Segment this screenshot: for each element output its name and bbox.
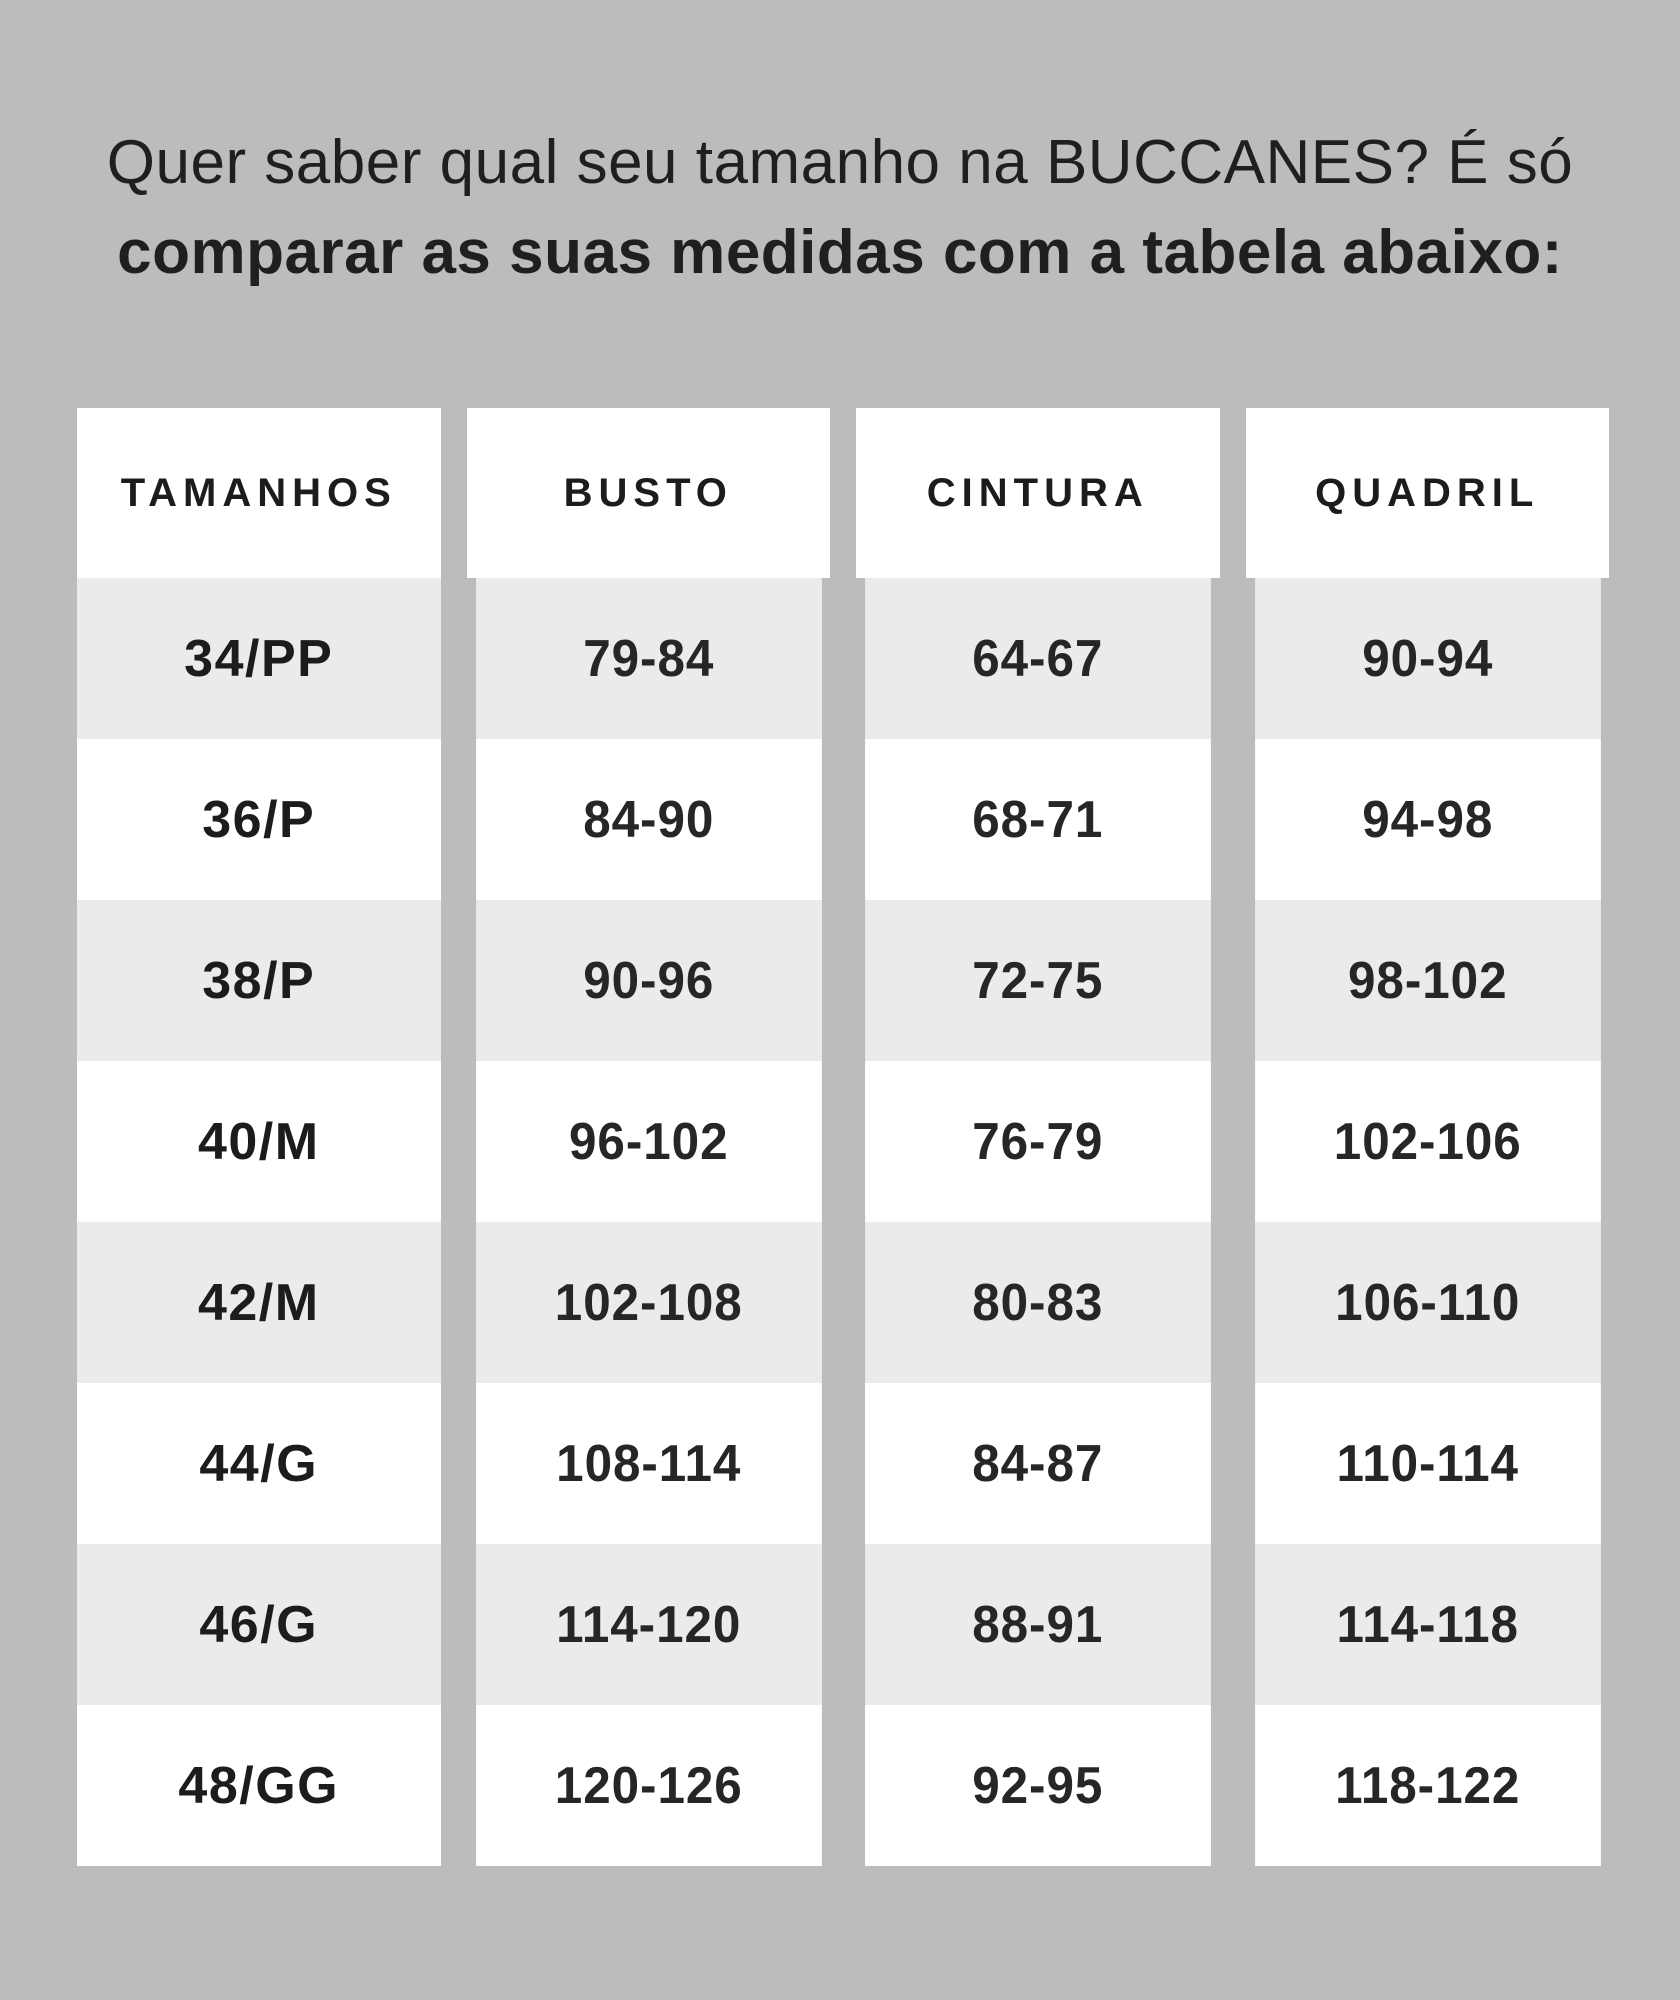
size-cell: 38/P (77, 900, 441, 1061)
busto-cell: 96-102 (475, 1061, 821, 1222)
cintura-cell: 68-71 (865, 739, 1211, 900)
size-chart-table: TAMANHOS BUSTO CINTURA QUADRIL 34/PP 79-… (77, 408, 1609, 1866)
size-cell: 40/M (77, 1061, 441, 1222)
cintura-cell: 76-79 (865, 1061, 1211, 1222)
quadril-cell: 110-114 (1254, 1383, 1600, 1544)
cintura-cell: 72-75 (865, 900, 1211, 1061)
busto-cell: 79-84 (475, 578, 821, 739)
busto-cell: 114-120 (475, 1544, 821, 1705)
size-cell: 34/PP (77, 578, 441, 739)
busto-cell: 90-96 (475, 900, 821, 1061)
size-cell: 36/P (77, 739, 441, 900)
cintura-cell: 84-87 (865, 1383, 1211, 1544)
column-header-busto: BUSTO (466, 408, 830, 578)
column-header-quadril: QUADRIL (1245, 408, 1609, 578)
busto-cell: 84-90 (475, 739, 821, 900)
title-line-1: Quer saber qual seu tamanho na BUCCANES?… (106, 128, 1574, 197)
quadril-cell: 102-106 (1254, 1061, 1600, 1222)
size-cell: 44/G (77, 1383, 441, 1544)
title-line-2: comparar as suas medidas com a tabela ab… (117, 218, 1563, 287)
quadril-cell: 118-122 (1254, 1705, 1600, 1866)
quadril-cell: 114-118 (1254, 1544, 1600, 1705)
quadril-cell: 94-98 (1254, 739, 1600, 900)
cintura-cell: 64-67 (865, 578, 1211, 739)
cintura-cell: 88-91 (865, 1544, 1211, 1705)
size-cell: 42/M (77, 1222, 441, 1383)
busto-cell: 108-114 (475, 1383, 821, 1544)
quadril-cell: 90-94 (1254, 578, 1600, 739)
column-header-tamanhos: TAMANHOS (77, 408, 441, 578)
cintura-cell: 80-83 (865, 1222, 1211, 1383)
size-cell: 46/G (77, 1544, 441, 1705)
cintura-cell: 92-95 (865, 1705, 1211, 1866)
quadril-cell: 106-110 (1254, 1222, 1600, 1383)
busto-cell: 120-126 (475, 1705, 821, 1866)
busto-cell: 102-108 (475, 1222, 821, 1383)
quadril-cell: 98-102 (1254, 900, 1600, 1061)
size-cell: 48/GG (77, 1705, 441, 1866)
column-header-cintura: CINTURA (856, 408, 1220, 578)
page-title: Quer saber qual seu tamanho na BUCCANES?… (0, 118, 1680, 298)
